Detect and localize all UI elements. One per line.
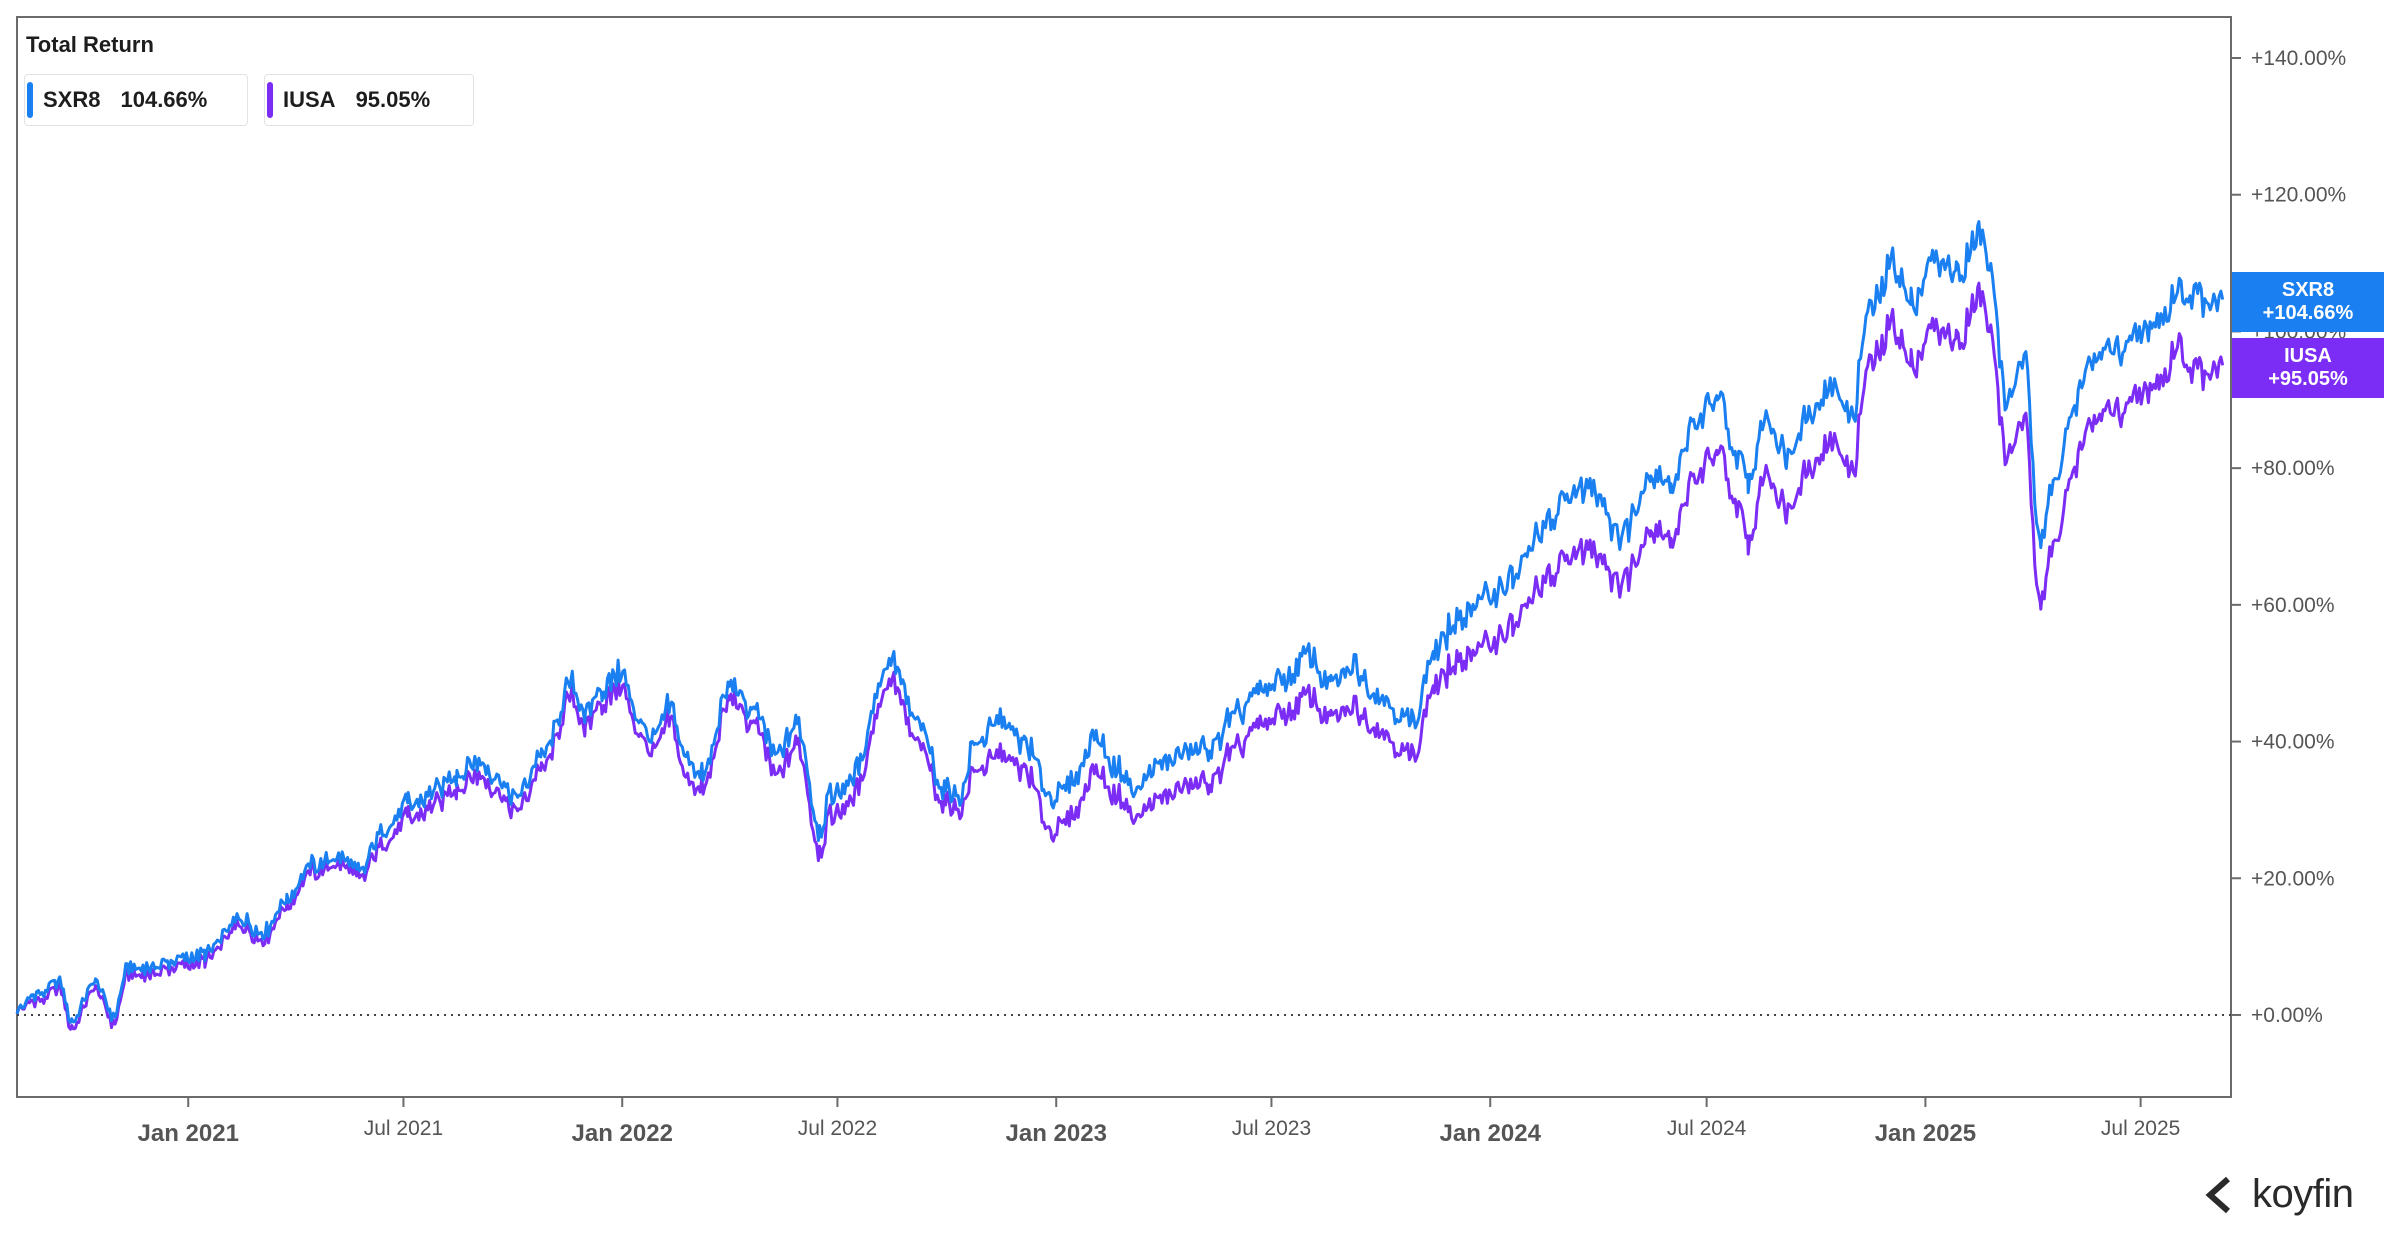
x-tick-label: Jan 2022 (572, 1120, 673, 1147)
x-tick-label: Jan 2021 (138, 1120, 239, 1147)
x-tick-label: Jul 2021 (364, 1117, 443, 1140)
last-value-tag-iusa: IUSA +95.05% (2232, 338, 2384, 398)
y-tick-label: +40.00% (2251, 731, 2335, 754)
tag-name-iusa: IUSA (2284, 345, 2332, 367)
tag-name-sxr8: SXR8 (2281, 279, 2335, 301)
chart-title: Total Return (26, 32, 154, 57)
legend-label-sxr8: SXR8 (43, 87, 101, 112)
koyfin-logo[interactable]: koyfin (2202, 1172, 2354, 1217)
last-value-tag-sxr8: SXR8 +104.66% (2232, 272, 2384, 332)
legend-value-sxr8: 104.66% (120, 87, 208, 112)
chart-plot-frame (16, 16, 2232, 1098)
x-tick-label: Jul 2025 (2101, 1117, 2180, 1140)
koyfin-chevron-icon (2205, 1176, 2230, 1213)
legend-swatch-sxr8 (27, 82, 33, 118)
x-tick-label: Jul 2024 (1667, 1117, 1747, 1140)
y-tick-label: +140.00% (2251, 47, 2346, 70)
y-tick-label: +80.00% (2251, 457, 2335, 480)
legend-value-iusa: 95.05% (355, 87, 431, 112)
x-tick-label: Jan 2025 (1875, 1120, 1976, 1147)
x-tick-label: Jan 2023 (1006, 1120, 1107, 1147)
legend-label-iusa: IUSA (283, 87, 336, 112)
x-tick-label: Jul 2023 (1232, 1117, 1311, 1140)
y-tick-label: +0.00% (2251, 1004, 2323, 1027)
y-tick-label: +20.00% (2251, 867, 2335, 890)
series-line-sxr8 (15, 220, 2225, 1024)
y-tick-label: +60.00% (2251, 594, 2335, 617)
legend-item-sxr8[interactable]: SXR8 104.66% (24, 74, 248, 126)
x-tick-label: Jul 2022 (798, 1117, 877, 1140)
legend-item-iusa[interactable]: IUSA 95.05% (264, 74, 474, 126)
series-line-iusa (15, 281, 2225, 1031)
tag-value-iusa: +95.05% (2268, 368, 2348, 390)
x-tick-label: Jan 2024 (1440, 1120, 1542, 1147)
legend-swatch-iusa (267, 82, 273, 118)
koyfin-wordmark: koyfin (2252, 1172, 2354, 1216)
tag-value-sxr8: +104.66% (2262, 302, 2354, 324)
y-tick-label: +120.00% (2251, 184, 2346, 207)
